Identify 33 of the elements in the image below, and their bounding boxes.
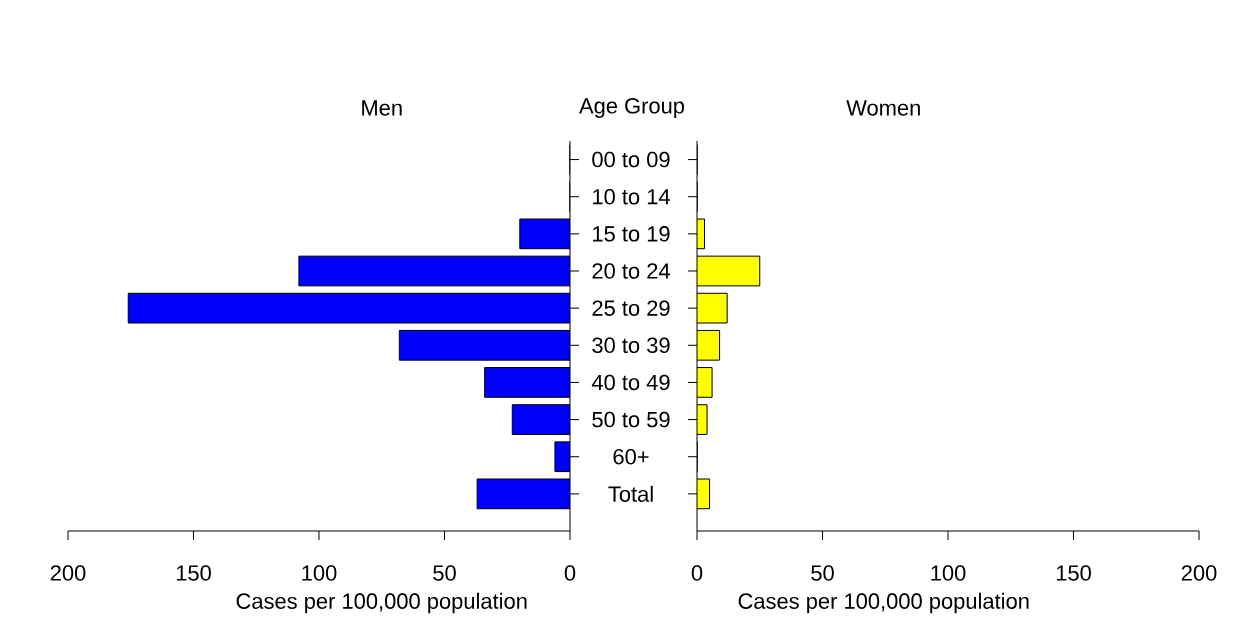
x-tick-label: 0 — [564, 565, 576, 581]
bar — [511, 404, 570, 435]
x-axis-title: Cases per 100,000 population — [236, 592, 527, 614]
x-axis-title: Cases per 100,000 population — [738, 592, 1029, 614]
y-tick-label: 20 to 24 — [592, 263, 670, 279]
y-tick-label: 15 to 19 — [593, 226, 670, 242]
x-tick-label: 200 — [50, 565, 86, 581]
y-tick-label: Total — [608, 485, 653, 502]
bar — [519, 218, 570, 250]
y-tick-label: 10 to 14 — [593, 188, 670, 205]
x-tick-label: 50 — [433, 565, 456, 581]
bar — [298, 255, 570, 287]
x-tick-label: 100 — [302, 565, 337, 581]
x-tick-label: 150 — [1056, 565, 1091, 581]
y-tick-label: 30 to 39 — [592, 337, 670, 354]
chart-title: Women — [846, 100, 920, 116]
x-tick-label: 0 — [691, 565, 703, 581]
y-axis-title: Age Group — [579, 98, 685, 118]
x-tick-label: 50 — [811, 565, 834, 581]
x-tick-label: 150 — [176, 565, 211, 581]
y-tick-label: 60+ — [613, 448, 649, 465]
y-tick-label: 50 to 59 — [592, 411, 670, 428]
y-tick-label: 25 to 29 — [592, 300, 670, 316]
y-tick-label: 40 to 49 — [591, 374, 670, 391]
y-tick-label: 00 to 09 — [592, 151, 670, 168]
chart-title: Men — [362, 100, 402, 116]
bar — [476, 478, 570, 510]
x-tick-label: 200 — [1181, 565, 1217, 581]
bar — [697, 255, 761, 287]
bar — [398, 329, 570, 361]
x-tick-label: 100 — [931, 565, 966, 581]
bar — [127, 292, 570, 324]
bar — [484, 367, 570, 398]
